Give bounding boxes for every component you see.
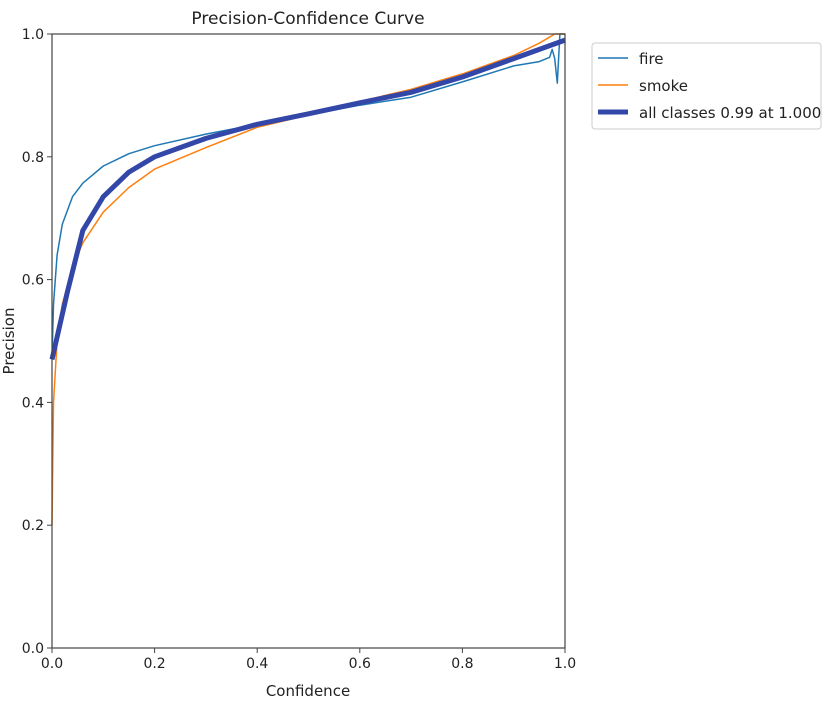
- y-tick-label: 0.8: [22, 150, 44, 166]
- y-tick-label: 0.2: [22, 518, 44, 534]
- chart-title: Precision-Confidence Curve: [191, 9, 424, 29]
- y-tick-label: 0.0: [22, 641, 44, 657]
- axis-ticks: 0.0 0.2 0.4 0.6 0.8 1.0 0.0 0.2 0.4 0.6 0.8 1.0: [22, 27, 576, 672]
- y-tick-label: 0.6: [22, 273, 44, 289]
- series-line-1: [51, 33, 565, 526]
- x-tick-label: 0.8: [451, 656, 473, 672]
- legend: fire smoke all classes 0.99 at 1.000: [591, 42, 822, 130]
- y-tick-label: 1.0: [22, 27, 44, 43]
- series-group: [49, 33, 566, 526]
- y-tick-label: 0.4: [22, 395, 44, 411]
- legend-frame: [591, 42, 822, 130]
- x-axis-label: Confidence: [266, 682, 350, 700]
- x-tick-label: 0.0: [41, 656, 63, 672]
- x-tick-label: 1.0: [554, 656, 576, 672]
- x-tick-label: 0.6: [349, 656, 371, 672]
- plot-frame: [51, 33, 566, 649]
- series-line-0: [51, 33, 565, 360]
- x-tick-label: 0.2: [143, 656, 165, 672]
- y-axis-label: Precision: [0, 308, 18, 375]
- legend-label: smoke: [639, 77, 688, 95]
- x-tick-label: 0.4: [246, 656, 268, 672]
- legend-label: fire: [639, 50, 664, 68]
- series-line-2: [49, 37, 566, 360]
- legend-label: all classes 0.99 at 1.000: [639, 104, 821, 122]
